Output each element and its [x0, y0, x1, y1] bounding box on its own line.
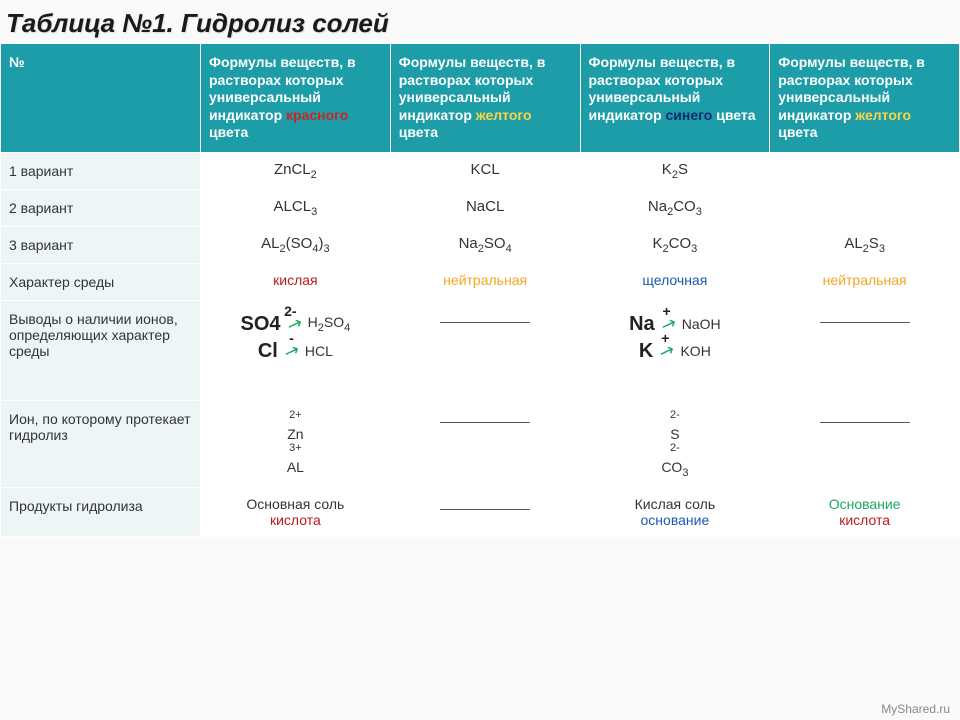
cell-products: Основная соль кислота — [201, 487, 391, 536]
header-num: № — [1, 44, 201, 153]
product-line: кислота — [778, 512, 951, 528]
cell-ions: Na+ ↗ NaOH K+ ↗ KOH — [580, 300, 770, 400]
row-label: Продукты гидролиза — [1, 487, 201, 536]
arrow-icon: ↗ — [281, 339, 302, 364]
header-color-word: синего — [666, 107, 713, 123]
cell-blank — [390, 400, 580, 487]
cell-hydion: 2+ Zn 3+ AL — [201, 400, 391, 487]
row-label: 3 вариант — [1, 226, 201, 263]
table-row: Продукты гидролиза Основная соль кислота… — [1, 487, 960, 536]
cell: K2CO3 — [580, 226, 770, 263]
charge: 2+ — [289, 409, 302, 421]
element: Zn — [209, 427, 382, 442]
header-row: № Формулы веществ, в растворах которых у… — [1, 44, 960, 153]
cell-blank — [390, 487, 580, 536]
header-col-red: Формулы веществ, в растворах которых уни… — [201, 44, 391, 153]
header-text: цвета — [399, 124, 438, 140]
row-label: Выводы о наличии ионов, определяющих хар… — [1, 300, 201, 400]
cell — [770, 152, 960, 189]
cell: AL2S3 — [770, 226, 960, 263]
arrow-icon: ↗ — [656, 339, 677, 364]
header-col-yellow: Формулы веществ, в растворах которых уни… — [390, 44, 580, 153]
product-line: Кислая соль — [589, 496, 762, 512]
table-row: Ион, по которому протекает гидролиз 2+ Z… — [1, 400, 960, 487]
cell — [770, 189, 960, 226]
ion-label: Na — [629, 313, 655, 335]
product-line: кислота — [209, 512, 382, 528]
charge: 2- — [670, 442, 680, 454]
cell-medium: щелочная — [580, 263, 770, 300]
cell: K2S — [580, 152, 770, 189]
cell-medium: кислая — [201, 263, 391, 300]
cell: KCL — [390, 152, 580, 189]
cell-blank — [770, 300, 960, 400]
header-color-word: желтого — [476, 107, 532, 123]
cell: ALCL3 — [201, 189, 391, 226]
table-row: 3 вариант AL2(SO4)3 Na2SO4 K2CO3 AL2S3 — [1, 226, 960, 263]
element: AL — [209, 460, 382, 475]
cell: ZnCL2 — [201, 152, 391, 189]
ion-product: H2SO4 — [308, 314, 351, 334]
cell-products: Основание кислота — [770, 487, 960, 536]
ion-label: K — [639, 340, 653, 362]
ion-product: NaOH — [682, 316, 721, 332]
watermark: MyShared.ru — [881, 702, 950, 716]
cell-products: Кислая соль основание — [580, 487, 770, 536]
table-row: Характер среды кислая нейтральная щелочн… — [1, 263, 960, 300]
charge: 2- — [670, 409, 680, 421]
element: S — [589, 427, 762, 442]
ion-product: KOH — [680, 343, 710, 359]
header-text: цвета — [778, 124, 817, 140]
cell-medium: нейтральная — [770, 263, 960, 300]
cell: Na2SO4 — [390, 226, 580, 263]
product-line: Основная соль — [209, 496, 382, 512]
header-color-word: желтого — [855, 107, 911, 123]
table-row: 2 вариант ALCL3 NaCL Na2CO3 — [1, 189, 960, 226]
cell-medium: нейтральная — [390, 263, 580, 300]
ion-product: HCL — [305, 343, 333, 359]
product-line: Основание — [778, 496, 951, 512]
cell: Na2CO3 — [580, 189, 770, 226]
row-label: Ион, по которому протекает гидролиз — [1, 400, 201, 487]
header-color-word: красного — [286, 107, 348, 123]
row-label: 2 вариант — [1, 189, 201, 226]
header-col-blue: Формулы веществ, в растворах которых уни… — [580, 44, 770, 153]
header-col-yellow2: Формулы веществ, в растворах которых уни… — [770, 44, 960, 153]
row-label: 1 вариант — [1, 152, 201, 189]
ion-label: Cl — [258, 340, 278, 362]
product-line: основание — [589, 512, 762, 528]
hydrolysis-table: № Формулы веществ, в растворах которых у… — [0, 43, 960, 537]
cell: NaCL — [390, 189, 580, 226]
cell-ions: SO42- ↗ H2SO4 Cl- ↗ HCL — [201, 300, 391, 400]
table-row: Выводы о наличии ионов, определяющих хар… — [1, 300, 960, 400]
cell-blank — [390, 300, 580, 400]
row-label: Характер среды — [1, 263, 201, 300]
cell: AL2(SO4)3 — [201, 226, 391, 263]
cell-blank — [770, 400, 960, 487]
ion-label: SO4 — [241, 313, 281, 335]
header-text: цвета — [209, 124, 248, 140]
cell-hydion: 2- S 2- CO3 — [580, 400, 770, 487]
table-row: 1 вариант ZnCL2 KCL K2S — [1, 152, 960, 189]
header-text: цвета — [712, 107, 755, 123]
page-title: Таблица №1. Гидролиз солей — [0, 0, 960, 43]
charge: 3+ — [289, 442, 302, 454]
